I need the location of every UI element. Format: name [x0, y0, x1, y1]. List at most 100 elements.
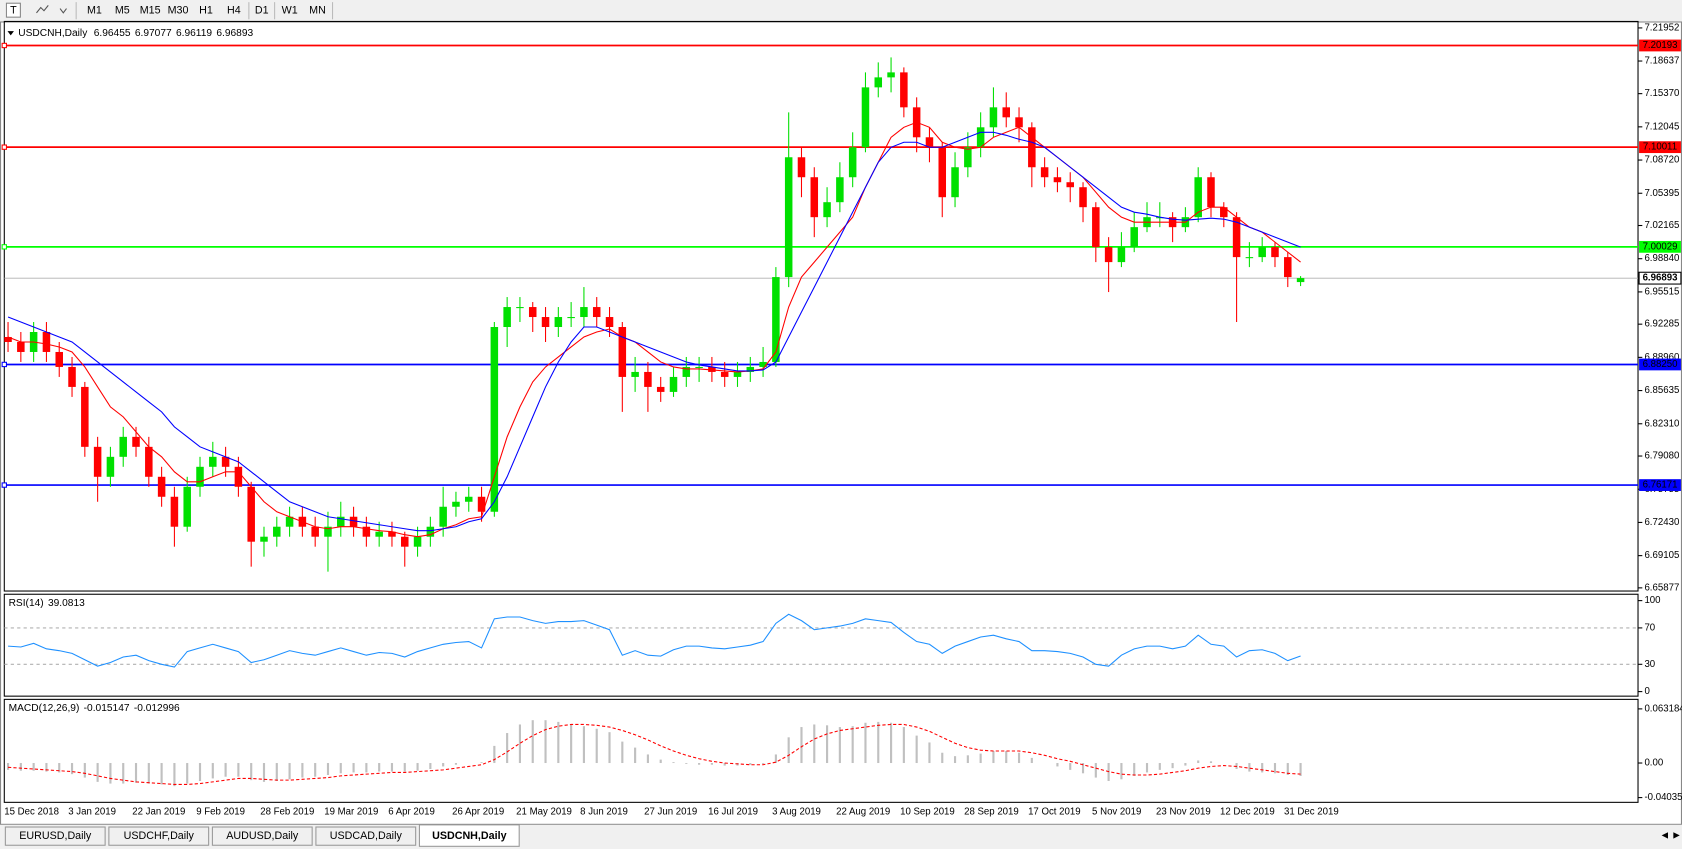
- text-tool-icon[interactable]: [5, 2, 21, 18]
- candle-body: [887, 72, 895, 78]
- tab-label[interactable]: USDCAD,Daily: [330, 830, 403, 842]
- y-tick-label: 6.79080: [1644, 451, 1679, 462]
- candle-body: [772, 277, 780, 362]
- candle-body: [823, 202, 831, 218]
- timeframe-button[interactable]: M30: [168, 5, 189, 17]
- rsi-line: [8, 613, 1301, 668]
- line-tool-icon[interactable]: [36, 5, 67, 14]
- candle-body: [631, 371, 639, 377]
- candle-body: [260, 536, 268, 542]
- main-panel: [3, 20, 1639, 592]
- candle-body: [618, 327, 627, 377]
- x-tick-label: 23 Nov 2019: [1156, 807, 1211, 818]
- candle-body: [1117, 247, 1126, 263]
- candle-body: [132, 436, 140, 447]
- candle-body: [81, 386, 89, 447]
- candle-body: [157, 476, 166, 497]
- rsi-title: RSI(14): [9, 598, 44, 609]
- level-label-box: [1639, 141, 1681, 154]
- tab-label[interactable]: USDCHF,Daily: [124, 830, 195, 842]
- timeframe-button[interactable]: M15: [140, 5, 161, 17]
- candle-body: [1130, 227, 1138, 248]
- y-tick-label: 7.12045: [1644, 121, 1679, 132]
- candle-body: [810, 177, 819, 218]
- x-tick-label: 5 Nov 2019: [1092, 807, 1141, 818]
- candle-body: [925, 137, 934, 148]
- candle-body: [592, 307, 601, 318]
- candle-body: [1207, 177, 1215, 208]
- y-tick-label: 7.05395: [1644, 188, 1679, 199]
- signal-line: [8, 723, 1301, 785]
- candle-body: [170, 496, 179, 527]
- candle-body: [784, 157, 793, 278]
- tab-scroll-left[interactable]: ◄: [1659, 829, 1670, 841]
- candle-body: [388, 531, 396, 537]
- x-tick-label: 15 Dec 2018: [4, 807, 59, 818]
- tab[interactable]: [418, 824, 520, 847]
- level-label: 7.00029: [1643, 241, 1678, 252]
- candle-body: [989, 107, 998, 128]
- x-tick-label: 21 May 2019: [516, 807, 572, 818]
- y-tick-label: 6.85635: [1644, 385, 1679, 396]
- candle-body: [1284, 257, 1292, 278]
- tab-scroll-right[interactable]: ►: [1671, 829, 1682, 841]
- level-label: 6.76171: [1643, 480, 1678, 491]
- rsi-value: 39.0813: [48, 598, 85, 609]
- tab[interactable]: [108, 826, 210, 846]
- candle-body: [938, 147, 947, 198]
- tab[interactable]: [211, 826, 313, 846]
- y-tick-label: 6.65877: [1644, 582, 1679, 593]
- last-price-label: 6.96893: [1643, 273, 1678, 284]
- candle-body: [554, 317, 563, 328]
- tab-label[interactable]: USDCNH,Daily: [432, 830, 506, 842]
- tab-label[interactable]: EURUSD,Daily: [19, 830, 92, 842]
- candle-body: [848, 147, 857, 178]
- timeframe-button[interactable]: H1: [199, 5, 213, 17]
- level-label-box: [1639, 479, 1681, 491]
- y-tick-label: 70: [1644, 622, 1655, 633]
- level-label: 7.20193: [1643, 40, 1678, 51]
- y-tick-label: 6.95515: [1644, 286, 1679, 297]
- y-tick-label: 100: [1644, 595, 1660, 606]
- candle-body: [413, 536, 422, 547]
- candle-body: [106, 456, 115, 477]
- timeframe-button[interactable]: M5: [115, 5, 130, 17]
- candle-body: [439, 506, 447, 527]
- y-tick-label: 7.02165: [1644, 220, 1679, 231]
- timeframe-button[interactable]: W1: [282, 5, 298, 17]
- candle-body: [119, 436, 127, 457]
- candle-body: [503, 307, 511, 328]
- timeframe-button[interactable]: H4: [227, 5, 241, 17]
- symbol-menu-arrow[interactable]: [7, 31, 14, 36]
- level-label-box: [1639, 358, 1681, 371]
- y-tick-label: 6.72430: [1644, 517, 1679, 528]
- candle-body: [145, 446, 153, 477]
- candle-body: [401, 536, 409, 547]
- timeframe-button[interactable]: MN: [309, 5, 326, 17]
- candle-body: [836, 177, 844, 203]
- candle-body: [464, 496, 473, 502]
- candle-body: [733, 371, 742, 377]
- chart-window: [0, 21, 1682, 825]
- candle-body: [1232, 217, 1241, 258]
- timeframe-button[interactable]: D1: [255, 5, 269, 17]
- candle-body: [209, 456, 217, 467]
- candle-body: [720, 371, 729, 377]
- y-tick-label: 6.82310: [1644, 418, 1679, 429]
- tab[interactable]: [4, 826, 106, 846]
- tab-label[interactable]: AUDUSD,Daily: [226, 830, 299, 842]
- tab[interactable]: [315, 826, 417, 846]
- level-label: 7.10011: [1643, 142, 1677, 153]
- candle-body: [490, 327, 499, 512]
- candle-body: [1194, 177, 1202, 218]
- timeframe-button[interactable]: M1: [87, 5, 102, 17]
- candle-body: [1002, 107, 1010, 118]
- y-tick-label: 7.08720: [1644, 155, 1679, 166]
- candle-body: [682, 366, 691, 377]
- y-tick-label: -0.040355: [1644, 792, 1682, 803]
- candle-body: [746, 366, 755, 372]
- y-tick-label: 6.92285: [1644, 319, 1679, 330]
- signal-value: -0.012996: [134, 703, 180, 714]
- x-tick-label: 17 Oct 2019: [1028, 807, 1081, 818]
